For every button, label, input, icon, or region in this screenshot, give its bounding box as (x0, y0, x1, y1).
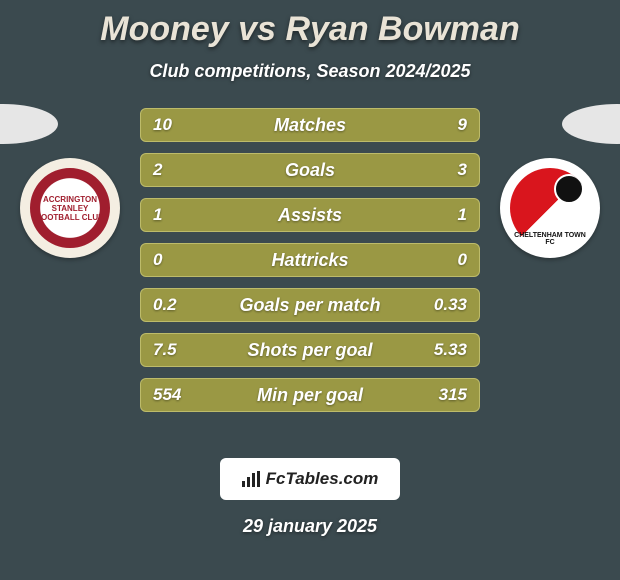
watermark-text: FcTables.com (266, 469, 379, 489)
stat-label: Min per goal (257, 385, 363, 406)
stat-label: Hattricks (271, 250, 348, 271)
ellipse-decor-right (562, 104, 620, 144)
ball-icon (554, 174, 584, 204)
page-title: Mooney vs Ryan Bowman (0, 10, 620, 49)
stat-value-right: 5.33 (434, 340, 467, 360)
stats-list: 10Matches92Goals31Assists10Hattricks00.2… (140, 108, 480, 412)
bars-icon (242, 471, 260, 487)
stat-value-right: 0 (458, 250, 467, 270)
stat-value-left: 0.2 (153, 295, 177, 315)
stat-label: Goals per match (239, 295, 380, 316)
stat-row: 0 Hattricks 0 (140, 243, 480, 277)
title-player-right: Ryan Bowman (285, 10, 519, 48)
title-vs: vs (238, 10, 276, 48)
comparison-content: ACCRINGTON STANLEY FOOTBALL CLUB CHELTEN… (0, 100, 620, 430)
stat-label: Goals (285, 160, 335, 181)
stat-value-left: 10 (153, 115, 172, 135)
club-badge-right: CHELTENHAM TOWN FC (500, 158, 600, 258)
stat-row: 7.5 Shots per goal 5.33 (140, 333, 480, 367)
subtitle: Club competitions, Season 2024/2025 (0, 61, 620, 82)
stat-value-left: 0 (153, 250, 162, 270)
ellipse-decor-left (0, 104, 58, 144)
footer-date: 29 january 2025 (0, 516, 620, 537)
stat-label: Assists (278, 205, 342, 226)
stat-value-left: 7.5 (153, 340, 177, 360)
stat-value-right: 3 (458, 160, 467, 180)
club-badge-left: ACCRINGTON STANLEY FOOTBALL CLUB (20, 158, 120, 258)
stat-label: Shots per goal (247, 340, 372, 361)
stat-row: 2 Goals 3 (140, 153, 480, 187)
club-badge-right-label: CHELTENHAM TOWN FC (510, 232, 590, 246)
club-badge-left-label: ACCRINGTON STANLEY FOOTBALL CLUB (30, 168, 110, 248)
stat-value-right: 315 (439, 385, 467, 405)
stat-value-right: 9 (458, 115, 467, 135)
stat-value-right: 1 (458, 205, 467, 225)
stat-row: 10 Matches 9 (140, 108, 480, 142)
stat-row: 554 Min per goal 315 (140, 378, 480, 412)
watermark: FcTables.com (220, 458, 400, 500)
stat-value-left: 554 (153, 385, 181, 405)
stat-value-left: 2 (153, 160, 162, 180)
stat-value-right: 0.33 (434, 295, 467, 315)
title-player-left: Mooney (100, 10, 228, 48)
stat-row: 0.2 Goals per match 0.33 (140, 288, 480, 322)
stat-row: 1 Assists 1 (140, 198, 480, 232)
stat-value-left: 1 (153, 205, 162, 225)
stat-label: Matches (274, 115, 346, 136)
